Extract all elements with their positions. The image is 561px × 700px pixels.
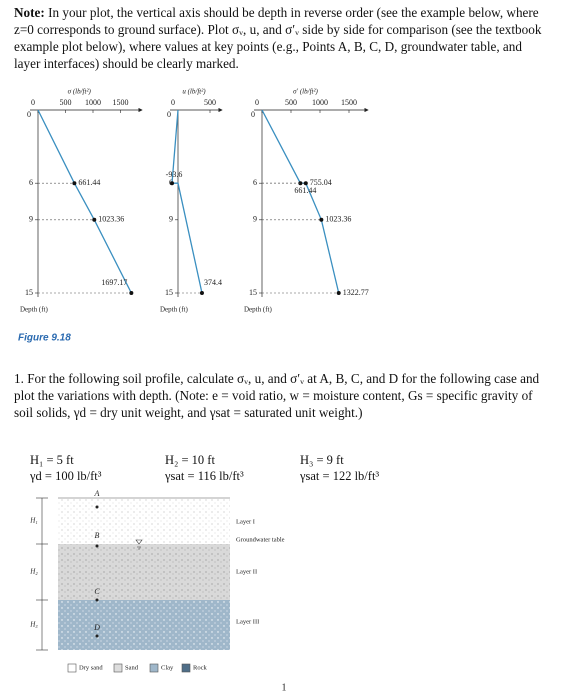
gamma: γsat = 116 lb/ft³ [165, 469, 244, 483]
layer-dry-sand [58, 498, 230, 544]
profile-line [171, 109, 203, 294]
point-label: A [94, 489, 100, 498]
profile-line [37, 109, 132, 294]
key-point [92, 217, 97, 222]
point-c [95, 598, 99, 602]
legend-label: Dry sand [79, 664, 103, 671]
dimension-lines [36, 497, 48, 651]
x-tick-label: 0 [171, 98, 175, 107]
layer-label: Layer II [236, 568, 257, 575]
x-tick-label: 1500 [341, 98, 357, 107]
x-tick-label: 0 [31, 98, 35, 107]
point-label: B [95, 531, 100, 540]
x-tick-label: 1000 [312, 98, 328, 107]
depth-tick-label: 6 [253, 178, 257, 187]
legend-label: Sand [125, 664, 139, 671]
depth-tick-label: 0 [27, 110, 31, 119]
point-a [95, 505, 99, 509]
depth-tick-label: 6 [29, 178, 33, 187]
parameter: H₃ = 9 ft γsat = 122 lb/ft³ [300, 452, 379, 484]
axis-title: σ (lb/ft²) [68, 88, 92, 96]
figure-caption: Figure 9.18 [18, 333, 71, 344]
point-label: D [93, 623, 100, 632]
legend-label: Rock [193, 664, 207, 671]
gamma: γd = 100 lb/ft³ [30, 469, 102, 483]
gamma: γsat = 122 lb/ft³ [300, 469, 380, 483]
key-point [170, 181, 175, 186]
key-point [336, 291, 341, 295]
depth-tick-label: 15 [25, 288, 33, 297]
key-point [129, 291, 134, 295]
key-point [298, 181, 303, 186]
layer-clay [58, 600, 230, 650]
depth-tick-label: 15 [249, 288, 257, 297]
layer-label: Layer I [236, 518, 255, 525]
layer-label: Layer III [236, 618, 259, 625]
layer-sand [58, 544, 230, 600]
point-b [95, 544, 99, 548]
point-value-label: 755.04 [310, 178, 332, 187]
point-value-label: 1023.36 [98, 215, 124, 224]
legend: Dry sand Sand Clay Rock [67, 663, 207, 673]
note-text: In your plot, the vertical axis should b… [14, 5, 542, 71]
point-value-label: -93.6 [166, 170, 183, 179]
depth-label: Depth (ft) [160, 306, 188, 314]
h: H₃ = 9 ft [300, 453, 344, 467]
note-label: Note: [14, 5, 45, 20]
parameter: H₁ = 5 ft γd = 100 lb/ft³ [30, 452, 102, 484]
point-value-label: 661.44 [78, 178, 100, 187]
point-label: C [94, 587, 100, 596]
key-point [303, 181, 308, 186]
page-number: 1 [282, 682, 287, 693]
key-point [319, 217, 324, 222]
depth-label: Depth (ft) [20, 306, 48, 314]
point-d [95, 634, 99, 638]
x-tick-label: 500 [60, 98, 72, 107]
h: H₂ = 10 ft [165, 453, 215, 467]
axis-title: u (lb/ft²) [182, 88, 206, 96]
point-value-label: 374.4 [204, 278, 222, 287]
depth-label: Depth (ft) [244, 306, 272, 314]
point-value-label: 1697.17 [101, 278, 127, 287]
key-point [72, 181, 77, 186]
question: 1. For the following soil profile, calcu… [14, 371, 540, 420]
water-symbol [135, 539, 143, 550]
point-value-label: 1322.77 [343, 288, 369, 297]
parameter: H₂ = 10 ft γsat = 116 lb/ft³ [165, 452, 244, 484]
depth-tick-label: 0 [167, 110, 171, 119]
depth-tick-label: 6 [169, 178, 173, 187]
depth-tick-label: 9 [253, 215, 257, 224]
x-tick-label: 0 [255, 98, 259, 107]
h: H₁ = 5 ft [30, 453, 74, 467]
x-tick-label: 500 [204, 98, 216, 107]
depth-tick-label: 0 [251, 110, 255, 119]
x-tick-label: 1500 [113, 98, 129, 107]
key-point [199, 291, 204, 295]
axis-title: σ′ (lb/ft²) [293, 88, 318, 96]
depth-tick-label: 9 [29, 215, 33, 224]
note: Note: In your plot, the vertical axis sh… [14, 4, 549, 72]
depth-tick-label: 15 [165, 288, 173, 297]
point-value-label: 1023.36 [325, 215, 351, 224]
profile-line [261, 109, 340, 294]
soil-profile: A B C D H₁ H₂ H₃ Layer I Groundwater tab… [29, 489, 285, 673]
x-tick-label: 500 [285, 98, 297, 107]
legend-label: Clay [161, 664, 174, 671]
point-value-label: 661.44 [294, 186, 316, 195]
layer-label: Groundwater table [236, 536, 285, 543]
thickness-label: H₂ [29, 568, 38, 576]
thickness-label: H₁ [29, 517, 38, 525]
thickness-label: H₃ [29, 621, 38, 629]
depth-tick-label: 9 [169, 215, 173, 224]
x-tick-label: 1000 [85, 98, 101, 107]
